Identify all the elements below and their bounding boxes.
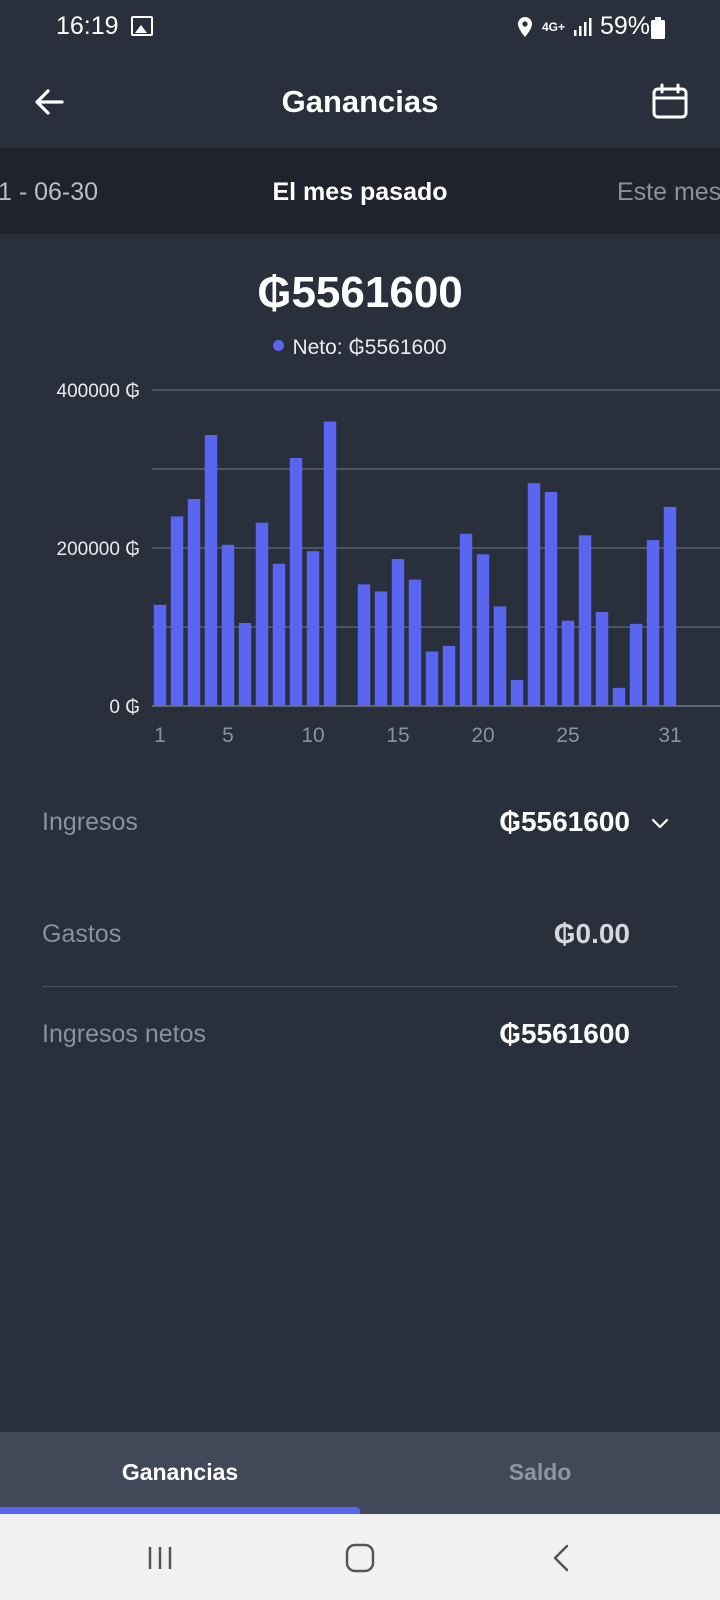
bar-day-23[interactable] bbox=[527, 483, 541, 706]
bar-day-27[interactable] bbox=[595, 611, 609, 706]
bar-day-9[interactable] bbox=[289, 457, 303, 706]
bottom-tab-bar: Ganancias Saldo bbox=[0, 1432, 720, 1514]
bar-day-29[interactable] bbox=[629, 623, 643, 706]
tab-ganancias[interactable]: Ganancias bbox=[121, 1459, 239, 1485]
app-bar: Ganancias bbox=[0, 56, 720, 148]
x-tick-label: 10 bbox=[301, 724, 324, 747]
x-tick-label: 25 bbox=[556, 724, 579, 747]
back-arrow-icon[interactable] bbox=[28, 80, 72, 124]
x-tick-label: 1 bbox=[154, 724, 166, 747]
image-notification-icon bbox=[131, 16, 153, 36]
ingresos-value: ₲5561600 bbox=[499, 806, 630, 837]
system-navigation-bar bbox=[0, 1514, 720, 1600]
bar-day-15[interactable] bbox=[391, 559, 405, 706]
bar-day-7[interactable] bbox=[255, 522, 269, 706]
bar-day-3[interactable] bbox=[187, 499, 201, 706]
y-tick-label: 0 ₲ bbox=[109, 697, 140, 718]
ingresos-netos-label: Ingresos netos bbox=[42, 1020, 206, 1048]
gastos-value: ₲0.00 bbox=[553, 918, 630, 949]
gastos-row: Gastos ₲0.00 bbox=[42, 918, 680, 960]
bar-day-17[interactable] bbox=[425, 651, 439, 706]
period-current[interactable]: El mes pasado bbox=[272, 178, 448, 206]
bar-day-1[interactable] bbox=[153, 604, 167, 706]
bar-day-4[interactable] bbox=[204, 435, 218, 706]
location-icon bbox=[517, 16, 532, 37]
bar-day-14[interactable] bbox=[374, 591, 388, 706]
battery-percent: 59% bbox=[599, 12, 650, 40]
status-bar: 16:19 4G+ 59% bbox=[0, 0, 720, 56]
tab-saldo[interactable]: Saldo bbox=[508, 1459, 572, 1485]
total-amount: ₲5561600 bbox=[257, 268, 463, 317]
chart-legend: Neto: ₲5561600 bbox=[0, 336, 720, 360]
legend-dot-icon bbox=[273, 340, 285, 351]
gastos-label: Gastos bbox=[42, 920, 122, 948]
bar-day-10[interactable] bbox=[306, 551, 320, 706]
bar-day-31[interactable] bbox=[663, 506, 677, 706]
bar-day-11[interactable] bbox=[323, 421, 337, 706]
ingresos-netos-row: Ingresos netos ₲5561600 bbox=[42, 1018, 680, 1060]
bar-day-26[interactable] bbox=[578, 535, 592, 706]
page-title: Ganancias bbox=[281, 84, 439, 119]
battery-icon bbox=[651, 17, 665, 39]
calendar-icon[interactable] bbox=[648, 80, 692, 124]
bar-day-5[interactable] bbox=[221, 544, 235, 706]
period-selector: 1 - 06-30 El mes pasado Este mes bbox=[0, 148, 720, 234]
network-type-icon: 4G+ bbox=[541, 19, 565, 34]
x-tick-label: 20 bbox=[471, 724, 494, 747]
status-icons: 4G+ 59% bbox=[516, 12, 650, 41]
bar-day-24[interactable] bbox=[544, 491, 558, 706]
legend-label: Neto: ₲5561600 bbox=[292, 336, 447, 359]
bar-day-16[interactable] bbox=[408, 579, 422, 706]
bar-day-18[interactable] bbox=[442, 645, 456, 706]
bar-day-19[interactable] bbox=[459, 533, 473, 706]
recent-apps-icon[interactable] bbox=[138, 1536, 182, 1580]
bar-day-21[interactable] bbox=[493, 606, 507, 706]
signal-icon bbox=[573, 17, 592, 36]
earnings-bar-chart: 400000 ₲200000 ₲0 ₲1 5 10 15 20 25 31 bbox=[57, 381, 720, 747]
bar-day-8[interactable] bbox=[272, 563, 286, 706]
bar-day-30[interactable] bbox=[646, 540, 660, 706]
bar-day-2[interactable] bbox=[170, 516, 184, 706]
home-icon[interactable] bbox=[338, 1536, 382, 1580]
chevron-down-icon[interactable] bbox=[648, 812, 672, 836]
bar-day-20[interactable] bbox=[476, 554, 490, 706]
x-tick-label: 5 bbox=[222, 724, 234, 747]
bar-day-28[interactable] bbox=[612, 687, 626, 706]
divider bbox=[42, 986, 678, 987]
y-tick-label: 400000 ₲ bbox=[57, 381, 140, 402]
bar-day-25[interactable] bbox=[561, 620, 575, 706]
y-tick-label: 200000 ₲ bbox=[57, 539, 140, 560]
ingresos-label: Ingresos bbox=[42, 808, 138, 836]
active-tab-indicator bbox=[0, 1507, 360, 1514]
x-tick-label: 15 bbox=[386, 724, 409, 747]
bar-day-13[interactable] bbox=[357, 584, 371, 706]
period-previous[interactable]: 1 - 06-30 bbox=[0, 178, 99, 206]
ingresos-row[interactable]: Ingresos ₲5561600 bbox=[42, 806, 680, 848]
period-next[interactable]: Este mes bbox=[617, 178, 720, 206]
x-tick-label: 31 bbox=[658, 724, 681, 747]
status-time: 16:19 bbox=[56, 12, 119, 40]
ingresos-netos-value: ₲5561600 bbox=[499, 1018, 630, 1049]
bar-day-6[interactable] bbox=[238, 623, 252, 706]
bar-day-22[interactable] bbox=[510, 679, 524, 706]
back-nav-icon[interactable] bbox=[540, 1536, 584, 1580]
